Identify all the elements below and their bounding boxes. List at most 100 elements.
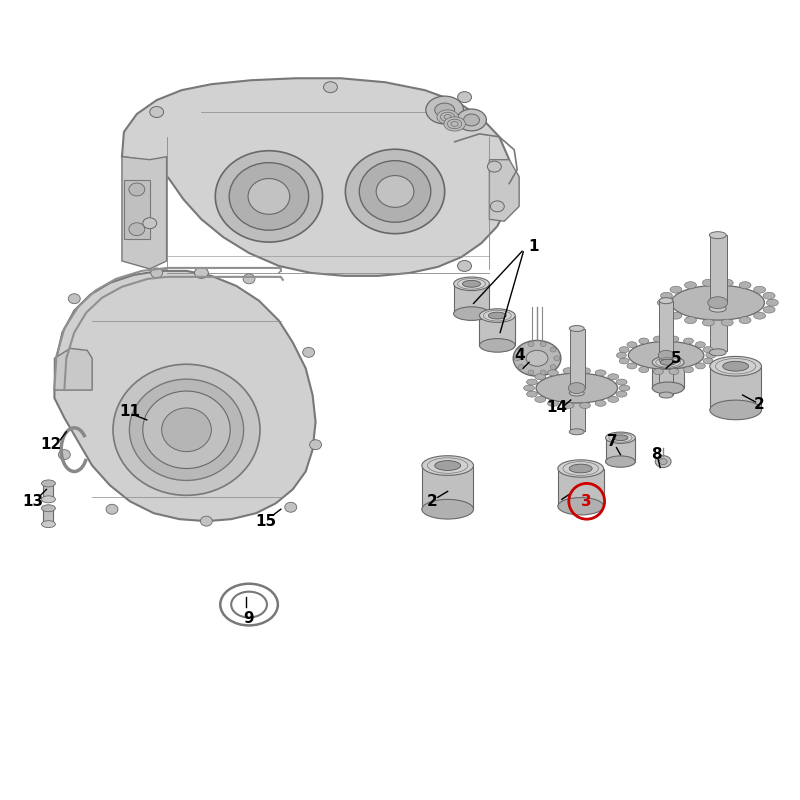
Ellipse shape bbox=[669, 369, 679, 374]
Ellipse shape bbox=[458, 261, 471, 271]
Ellipse shape bbox=[518, 365, 524, 370]
Ellipse shape bbox=[606, 456, 635, 467]
FancyBboxPatch shape bbox=[43, 508, 54, 524]
Text: 2: 2 bbox=[426, 494, 437, 509]
Ellipse shape bbox=[550, 365, 556, 370]
Ellipse shape bbox=[479, 309, 515, 322]
Polygon shape bbox=[122, 157, 166, 269]
Ellipse shape bbox=[526, 379, 538, 385]
Ellipse shape bbox=[454, 277, 490, 290]
Polygon shape bbox=[54, 348, 92, 390]
Ellipse shape bbox=[669, 336, 679, 342]
Ellipse shape bbox=[422, 456, 474, 475]
Ellipse shape bbox=[130, 379, 243, 481]
FancyBboxPatch shape bbox=[652, 362, 684, 388]
Ellipse shape bbox=[194, 267, 208, 278]
Ellipse shape bbox=[323, 82, 338, 93]
Ellipse shape bbox=[570, 429, 584, 434]
Ellipse shape bbox=[150, 106, 164, 118]
Ellipse shape bbox=[570, 326, 584, 331]
Ellipse shape bbox=[639, 338, 649, 344]
Ellipse shape bbox=[627, 342, 637, 348]
Ellipse shape bbox=[162, 408, 211, 452]
Ellipse shape bbox=[722, 279, 734, 286]
Ellipse shape bbox=[285, 502, 297, 512]
Ellipse shape bbox=[302, 347, 314, 358]
Ellipse shape bbox=[652, 356, 684, 368]
Ellipse shape bbox=[422, 499, 474, 519]
Ellipse shape bbox=[150, 268, 162, 278]
Ellipse shape bbox=[142, 391, 230, 469]
Ellipse shape bbox=[654, 336, 663, 342]
Ellipse shape bbox=[514, 356, 520, 361]
Ellipse shape bbox=[659, 392, 673, 398]
Ellipse shape bbox=[528, 342, 534, 346]
Ellipse shape bbox=[514, 341, 561, 376]
Ellipse shape bbox=[608, 397, 618, 402]
Ellipse shape bbox=[454, 307, 490, 320]
Polygon shape bbox=[122, 78, 511, 276]
Text: 3: 3 bbox=[582, 494, 592, 509]
Ellipse shape bbox=[619, 385, 630, 391]
Ellipse shape bbox=[426, 96, 463, 124]
FancyBboxPatch shape bbox=[659, 301, 673, 355]
Ellipse shape bbox=[248, 178, 290, 214]
Ellipse shape bbox=[547, 370, 558, 376]
Ellipse shape bbox=[229, 162, 309, 230]
Ellipse shape bbox=[129, 183, 145, 196]
Ellipse shape bbox=[613, 435, 628, 441]
Ellipse shape bbox=[458, 92, 471, 102]
Ellipse shape bbox=[554, 356, 560, 361]
FancyBboxPatch shape bbox=[479, 315, 515, 346]
Ellipse shape bbox=[710, 305, 726, 312]
Ellipse shape bbox=[68, 294, 80, 304]
Ellipse shape bbox=[766, 299, 778, 306]
Polygon shape bbox=[490, 160, 519, 222]
Ellipse shape bbox=[540, 342, 546, 346]
Ellipse shape bbox=[42, 480, 55, 487]
Ellipse shape bbox=[616, 379, 627, 385]
Ellipse shape bbox=[536, 373, 618, 403]
Ellipse shape bbox=[142, 218, 157, 229]
Ellipse shape bbox=[627, 363, 637, 369]
Ellipse shape bbox=[616, 391, 627, 397]
Ellipse shape bbox=[763, 306, 775, 313]
Ellipse shape bbox=[754, 312, 766, 319]
Ellipse shape bbox=[658, 299, 669, 306]
Ellipse shape bbox=[534, 374, 546, 380]
Ellipse shape bbox=[683, 366, 694, 373]
Ellipse shape bbox=[695, 363, 706, 369]
Ellipse shape bbox=[739, 282, 751, 289]
Ellipse shape bbox=[722, 319, 734, 326]
Ellipse shape bbox=[129, 222, 145, 236]
Ellipse shape bbox=[661, 292, 673, 299]
Ellipse shape bbox=[654, 369, 663, 374]
Ellipse shape bbox=[444, 114, 451, 119]
Ellipse shape bbox=[608, 374, 618, 380]
Ellipse shape bbox=[534, 397, 546, 402]
Ellipse shape bbox=[563, 368, 574, 374]
FancyBboxPatch shape bbox=[710, 366, 762, 410]
Ellipse shape bbox=[659, 458, 667, 465]
Ellipse shape bbox=[106, 504, 118, 514]
Text: 5: 5 bbox=[670, 350, 682, 366]
Text: 7: 7 bbox=[607, 434, 618, 450]
FancyBboxPatch shape bbox=[659, 360, 673, 395]
Ellipse shape bbox=[568, 382, 586, 394]
Ellipse shape bbox=[524, 385, 534, 391]
Ellipse shape bbox=[655, 456, 671, 467]
Ellipse shape bbox=[42, 505, 55, 512]
Ellipse shape bbox=[526, 391, 538, 397]
Ellipse shape bbox=[570, 390, 584, 396]
Ellipse shape bbox=[310, 440, 322, 450]
FancyBboxPatch shape bbox=[43, 483, 54, 499]
Ellipse shape bbox=[462, 281, 481, 287]
FancyBboxPatch shape bbox=[454, 284, 490, 314]
Ellipse shape bbox=[434, 103, 454, 117]
Ellipse shape bbox=[451, 122, 458, 126]
Ellipse shape bbox=[710, 232, 726, 238]
Ellipse shape bbox=[558, 498, 603, 515]
Ellipse shape bbox=[595, 370, 606, 376]
FancyBboxPatch shape bbox=[422, 466, 474, 510]
Ellipse shape bbox=[113, 364, 260, 495]
